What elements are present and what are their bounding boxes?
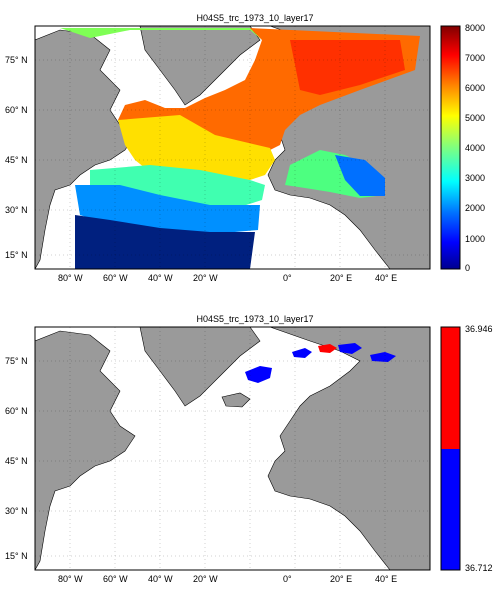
colorbar-2-red bbox=[441, 327, 460, 449]
lon-label: 20° E bbox=[330, 574, 353, 584]
lon-label: 80° W bbox=[58, 273, 83, 283]
lat-label: 60° N bbox=[5, 406, 28, 416]
map-panel-1 bbox=[35, 26, 430, 269]
map-frame-1 bbox=[34, 25, 431, 270]
colorbar2-tick-max: 36.946 bbox=[465, 324, 493, 334]
north-america-land bbox=[35, 29, 136, 269]
colorbar1-tick: 1000 bbox=[465, 234, 486, 244]
lon-label: 60° W bbox=[103, 574, 128, 584]
lon-label: 40° W bbox=[148, 574, 173, 584]
lon-label: 40° W bbox=[148, 273, 173, 283]
lat-label: 15° N bbox=[5, 250, 28, 260]
colorbar1-tick: 8000 bbox=[465, 23, 486, 33]
lat-label: 45° N bbox=[5, 456, 28, 466]
lon-label: 0° bbox=[283, 273, 292, 283]
lat-label: 15° N bbox=[5, 551, 28, 561]
tracer-field-2 bbox=[245, 343, 396, 383]
lat-label: 45° N bbox=[5, 155, 28, 165]
colorbar1-tick: 0 bbox=[465, 263, 471, 273]
colorbar1-tick: 5000 bbox=[465, 113, 486, 123]
lon-label: 20° E bbox=[330, 273, 353, 283]
lon-label: 20° W bbox=[193, 574, 218, 584]
colorbar-2-frame bbox=[440, 326, 461, 571]
tracer-field-1 bbox=[60, 28, 420, 269]
lat-label: 75° N bbox=[5, 356, 28, 366]
map-frame-2 bbox=[34, 326, 431, 571]
panel1-title: H04S5_trc_1973_10_layer17 bbox=[196, 13, 314, 23]
lon-label: 60° W bbox=[103, 273, 128, 283]
panel2-title: H04S5_trc_1973_10_layer17 bbox=[196, 314, 314, 324]
north-america-land-2 bbox=[35, 330, 136, 570]
europe-land-2 bbox=[267, 327, 430, 570]
colorbar-2-blue bbox=[441, 449, 460, 570]
colorbar1-tick: 7000 bbox=[465, 53, 486, 63]
lon-label: 0° bbox=[283, 574, 292, 584]
iceland-land-2 bbox=[221, 392, 251, 408]
lat-label: 30° N bbox=[5, 506, 28, 516]
colorbar2-tick-min: 36.712 bbox=[465, 563, 493, 573]
lon-label: 40° E bbox=[375, 574, 398, 584]
lon-label: 40° E bbox=[375, 273, 398, 283]
lat-label: 75° N bbox=[5, 55, 28, 65]
colorbar1-tick: 2000 bbox=[465, 203, 486, 213]
lon-label: 20° W bbox=[193, 273, 218, 283]
lat-label: 60° N bbox=[5, 105, 28, 115]
lat-label: 30° N bbox=[5, 205, 28, 215]
colorbar1-tick: 4000 bbox=[465, 143, 486, 153]
map-panel-2 bbox=[35, 327, 430, 570]
colorbar1-tick: 6000 bbox=[465, 83, 486, 93]
colorbar1-tick: 3000 bbox=[465, 173, 486, 183]
lon-label: 80° W bbox=[58, 574, 83, 584]
colorbar-1 bbox=[440, 25, 461, 270]
greenland-land-2 bbox=[139, 327, 261, 407]
